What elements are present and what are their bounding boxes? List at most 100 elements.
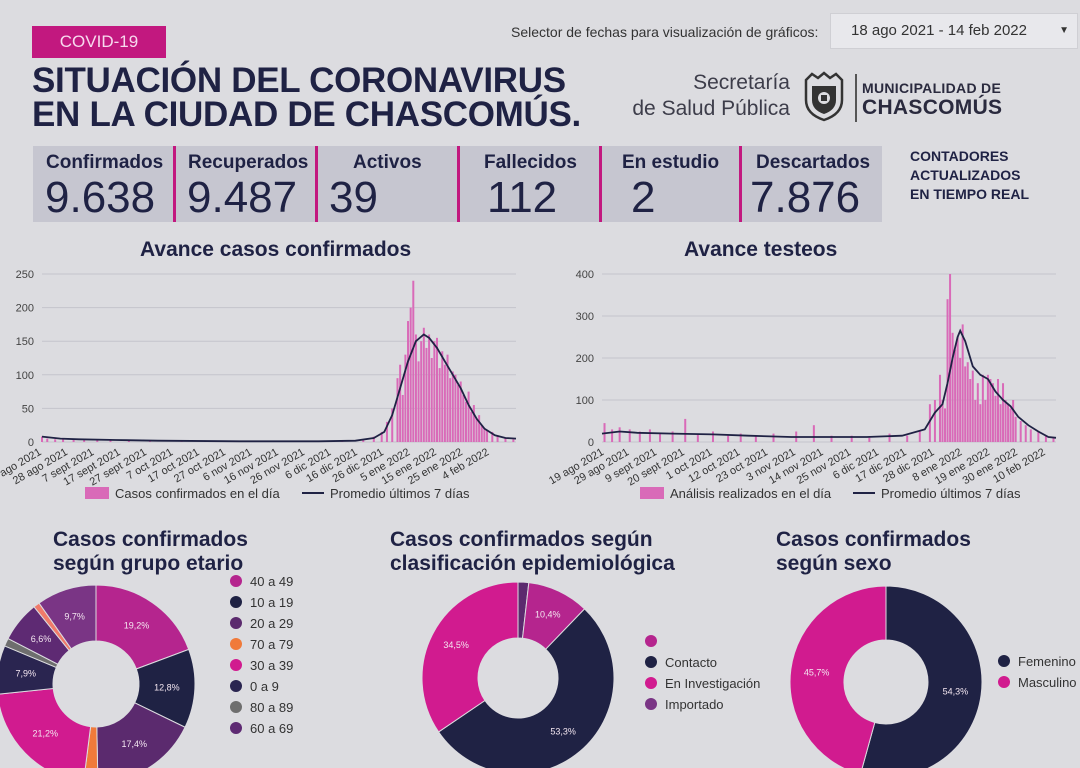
section-title-sexo: Casos confirmados según sexo <box>776 528 971 576</box>
daily-bar <box>478 415 481 442</box>
legend-item: 20 a 29 <box>230 616 293 631</box>
y-tick-label: 300 <box>576 311 594 323</box>
legend-swatch <box>998 655 1010 667</box>
donut-slice <box>0 687 92 768</box>
legend-item: Contacto <box>645 655 717 670</box>
daily-bar <box>438 368 441 442</box>
donut-slice-label: 17,4% <box>121 739 147 749</box>
legend-line-label: Promedio últimos 7 días <box>330 486 470 501</box>
donut-slice-label: 7,9% <box>15 669 36 679</box>
daily-bar <box>964 366 967 442</box>
average-line <box>601 328 1057 439</box>
daily-bar <box>944 408 947 442</box>
donut-slice-label: 6,6% <box>31 634 52 644</box>
daily-bar <box>422 327 425 442</box>
legend-bar-swatch <box>640 487 664 499</box>
chevron-down-icon: ▼ <box>1059 25 1069 36</box>
daily-bar <box>1002 383 1005 442</box>
daily-bar <box>54 439 57 442</box>
title-line: Casos confirmados según <box>390 528 653 551</box>
daily-bar <box>941 400 944 442</box>
daily-bar <box>1044 435 1047 442</box>
y-tick-label: 100 <box>16 370 34 382</box>
daily-bar <box>83 439 86 442</box>
daily-bar <box>954 349 957 442</box>
y-tick-label: 200 <box>16 303 34 315</box>
title-line: según sexo <box>776 552 892 575</box>
donut-slice <box>95 584 190 670</box>
counter-label: Descartados <box>756 152 871 173</box>
title-line: Casos confirmados <box>53 528 248 551</box>
donut-slice <box>790 585 887 768</box>
y-tick-label: 400 <box>576 269 594 281</box>
legend-item: Femenino <box>998 654 1076 669</box>
date-range-value: 18 ago 2021 - 14 feb 2022 <box>851 22 1027 39</box>
legend-item: 40 a 49 <box>230 574 293 589</box>
title-line: según grupo etario <box>53 552 244 575</box>
counter-value: 2 <box>631 173 656 222</box>
daily-bar <box>974 400 977 442</box>
daily-bar <box>425 347 428 442</box>
daily-bar <box>981 374 984 442</box>
legend-label: 10 a 19 <box>250 595 294 610</box>
page-title-line1: SITUACIÓN DEL CORONAVIRUS <box>32 61 566 100</box>
legend-swatch <box>230 680 242 692</box>
daily-bar <box>472 405 475 442</box>
daily-bar <box>72 438 75 442</box>
legend-item: En Investigación <box>645 676 760 691</box>
daily-bar <box>420 341 423 442</box>
daily-bar <box>727 435 730 442</box>
counter-separator <box>173 146 176 222</box>
daily-bar <box>739 433 742 442</box>
counter-activos: Activos 39 <box>318 146 457 222</box>
legend-swatch <box>230 722 242 734</box>
daily-bar <box>956 337 959 442</box>
daily-bar <box>417 361 420 442</box>
date-range-select[interactable]: 18 ago 2021 - 14 feb 2022 ▼ <box>830 13 1078 49</box>
daily-bar <box>41 436 43 442</box>
counter-label: Confirmados <box>46 152 164 173</box>
daily-bar <box>961 324 964 442</box>
daily-bar <box>380 431 383 442</box>
legend-label: 40 a 49 <box>250 574 294 589</box>
daily-bar <box>671 431 674 442</box>
daily-bar <box>467 391 470 442</box>
daily-bar <box>457 384 460 442</box>
counter-confirmados: Confirmados 9.638 <box>33 146 173 222</box>
daily-bar <box>989 379 992 442</box>
daily-bar <box>991 383 994 442</box>
daily-bar <box>1019 421 1022 442</box>
title-line: clasificación epidemiológica <box>390 552 675 575</box>
daily-bar <box>372 436 375 442</box>
daily-bar <box>996 379 999 442</box>
daily-bar <box>979 404 982 442</box>
counter-recuperados: Recuperados 9.487 <box>176 146 315 222</box>
legend-item: 0 a 9 <box>230 679 279 694</box>
daily-bar <box>443 364 446 442</box>
daily-bar <box>986 374 989 442</box>
daily-bar <box>401 394 404 442</box>
daily-bar <box>430 358 433 442</box>
muni-line1: MUNICIPALIDAD DE <box>862 80 1002 96</box>
realtime-note-line: ACTUALIZADOS <box>910 167 1021 183</box>
legend-sexo: Femenino Masculino <box>998 654 1080 698</box>
daily-bar <box>446 354 449 442</box>
page-title-line2: EN LA CIUDAD DE CHASCOMÚS. <box>32 95 581 134</box>
secretaria-line1: Secretaría <box>693 71 790 94</box>
counter-separator <box>315 146 318 222</box>
daily-bar <box>464 401 467 442</box>
daily-bar <box>648 429 651 442</box>
section-title-clasificacion: Casos confirmados según clasificación ep… <box>390 528 675 576</box>
daily-bar <box>127 440 130 442</box>
daily-bar <box>628 429 631 442</box>
donut-slice-label: 12,8% <box>154 682 180 692</box>
legend-item: Importado <box>645 697 724 712</box>
legend-swatch <box>230 659 242 671</box>
y-tick-label: 250 <box>16 269 34 281</box>
average-line <box>41 333 517 443</box>
daily-bar <box>459 381 462 442</box>
daily-bar <box>480 425 483 442</box>
daily-bar <box>462 394 465 442</box>
counter-separator <box>457 146 460 222</box>
